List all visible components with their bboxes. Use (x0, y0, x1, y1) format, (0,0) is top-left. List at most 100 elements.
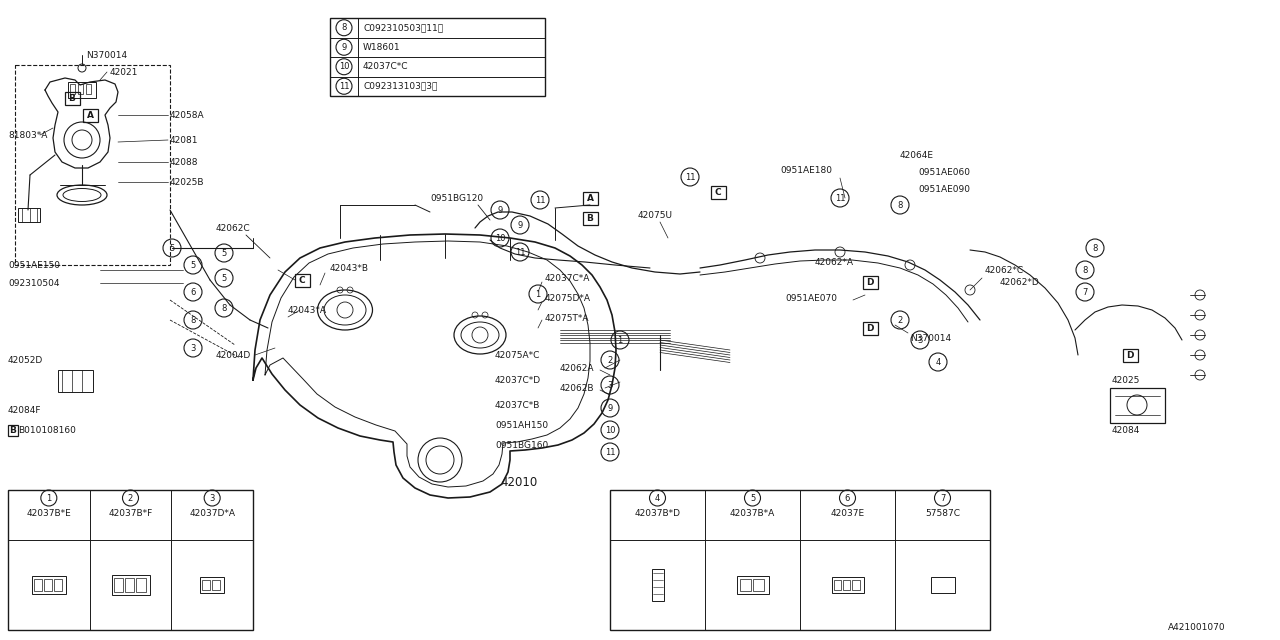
Text: 9: 9 (342, 43, 347, 52)
Text: A421001070: A421001070 (1169, 623, 1226, 632)
Bar (611, 490, 989, 630)
Bar (833, 580, 841, 590)
Text: 7: 7 (1083, 287, 1088, 296)
Bar (832, 577, 864, 593)
Text: C: C (298, 275, 306, 285)
Text: 3: 3 (191, 344, 196, 353)
Text: 11: 11 (685, 173, 695, 182)
Bar (58, 370, 93, 392)
Text: 1: 1 (46, 493, 51, 502)
Text: 11: 11 (604, 447, 616, 456)
Text: 2: 2 (608, 355, 613, 365)
Text: 8: 8 (897, 200, 902, 209)
Text: 10: 10 (604, 426, 616, 435)
Text: 10: 10 (339, 62, 349, 71)
Bar (852, 580, 859, 590)
Text: 0951AE060: 0951AE060 (918, 168, 970, 177)
Text: N370014: N370014 (86, 51, 127, 60)
Bar (200, 577, 224, 593)
Bar (753, 579, 763, 591)
Text: 42037C*C: 42037C*C (364, 62, 408, 71)
Bar (1123, 349, 1138, 362)
Bar (82, 109, 97, 122)
Text: 42037B*E: 42037B*E (27, 509, 72, 518)
Text: 10: 10 (495, 234, 506, 243)
Text: B: B (69, 93, 76, 102)
Text: D: D (867, 323, 874, 333)
Text: 8: 8 (1083, 266, 1088, 275)
Text: 81803*A: 81803*A (8, 131, 47, 140)
Text: 42075T*A: 42075T*A (545, 314, 590, 323)
Text: 3: 3 (210, 493, 215, 502)
Text: 0951AH150: 0951AH150 (495, 420, 548, 429)
Text: 2: 2 (128, 493, 133, 502)
Bar (330, 18, 545, 96)
Text: 8: 8 (342, 23, 347, 32)
Text: 9: 9 (498, 205, 503, 214)
Text: 42043*A: 42043*A (288, 305, 326, 314)
Text: 42084: 42084 (1112, 426, 1140, 435)
Text: C092313103】3】: C092313103】3】 (364, 82, 438, 91)
Text: 42075U: 42075U (637, 211, 673, 220)
Text: 1: 1 (617, 335, 622, 344)
Text: 11: 11 (835, 193, 845, 202)
Text: 0951BG120: 0951BG120 (430, 193, 483, 202)
Text: 42062B: 42062B (561, 383, 594, 392)
Text: 42075A*C: 42075A*C (495, 351, 540, 360)
Text: C: C (714, 188, 722, 196)
Text: 0951AE180: 0951AE180 (780, 166, 832, 175)
Text: 8: 8 (1092, 243, 1098, 253)
Text: 57587C: 57587C (925, 509, 960, 518)
Bar (652, 569, 663, 601)
Text: D: D (1126, 351, 1134, 360)
Text: B: B (586, 214, 594, 223)
Text: 42025: 42025 (1112, 376, 1140, 385)
Text: 5: 5 (191, 260, 196, 269)
Bar (710, 186, 726, 198)
Bar (111, 575, 150, 595)
Bar (212, 580, 220, 590)
Text: 11: 11 (515, 248, 525, 257)
Bar (15, 65, 170, 265)
Bar (54, 579, 61, 591)
Bar (68, 82, 96, 98)
Text: 42084F: 42084F (8, 406, 41, 415)
Text: 0951AE070: 0951AE070 (785, 294, 837, 303)
Text: 42058A: 42058A (170, 111, 205, 120)
Text: 9: 9 (608, 403, 613, 413)
Text: 42025B: 42025B (170, 177, 205, 186)
Text: 42062*A: 42062*A (815, 257, 854, 266)
Text: W18601: W18601 (364, 43, 401, 52)
Text: A: A (586, 193, 594, 202)
Text: 11: 11 (339, 82, 349, 91)
Text: 9: 9 (517, 221, 522, 230)
Text: 2: 2 (897, 316, 902, 324)
Text: 8: 8 (221, 303, 227, 312)
Bar (863, 275, 878, 289)
Text: 42037C*D: 42037C*D (495, 376, 541, 385)
Text: 42004D: 42004D (216, 351, 251, 360)
Text: 3: 3 (918, 335, 923, 344)
Text: B: B (9, 426, 17, 435)
Bar (1110, 388, 1165, 423)
Text: 42052D: 42052D (8, 355, 44, 365)
Text: 42088: 42088 (170, 157, 198, 166)
Text: 0951AE150: 0951AE150 (8, 260, 60, 269)
Text: 42037C*A: 42037C*A (545, 273, 590, 282)
Text: 5: 5 (169, 243, 174, 253)
Text: 4: 4 (936, 358, 941, 367)
Bar (931, 577, 955, 593)
Bar (78, 84, 83, 94)
Text: C092310503】11】: C092310503】11】 (364, 23, 443, 32)
Text: 42062*D: 42062*D (1000, 278, 1039, 287)
Text: 42037B*F: 42037B*F (109, 509, 152, 518)
Bar (582, 191, 598, 205)
Text: 42010: 42010 (500, 476, 538, 488)
Text: 7: 7 (940, 493, 945, 502)
Text: 42021: 42021 (110, 67, 138, 77)
Text: 42037B*A: 42037B*A (730, 509, 776, 518)
Text: 4: 4 (655, 493, 660, 502)
Text: 42081: 42081 (170, 136, 198, 145)
Text: 42062C: 42062C (216, 223, 251, 232)
Bar (202, 580, 210, 590)
